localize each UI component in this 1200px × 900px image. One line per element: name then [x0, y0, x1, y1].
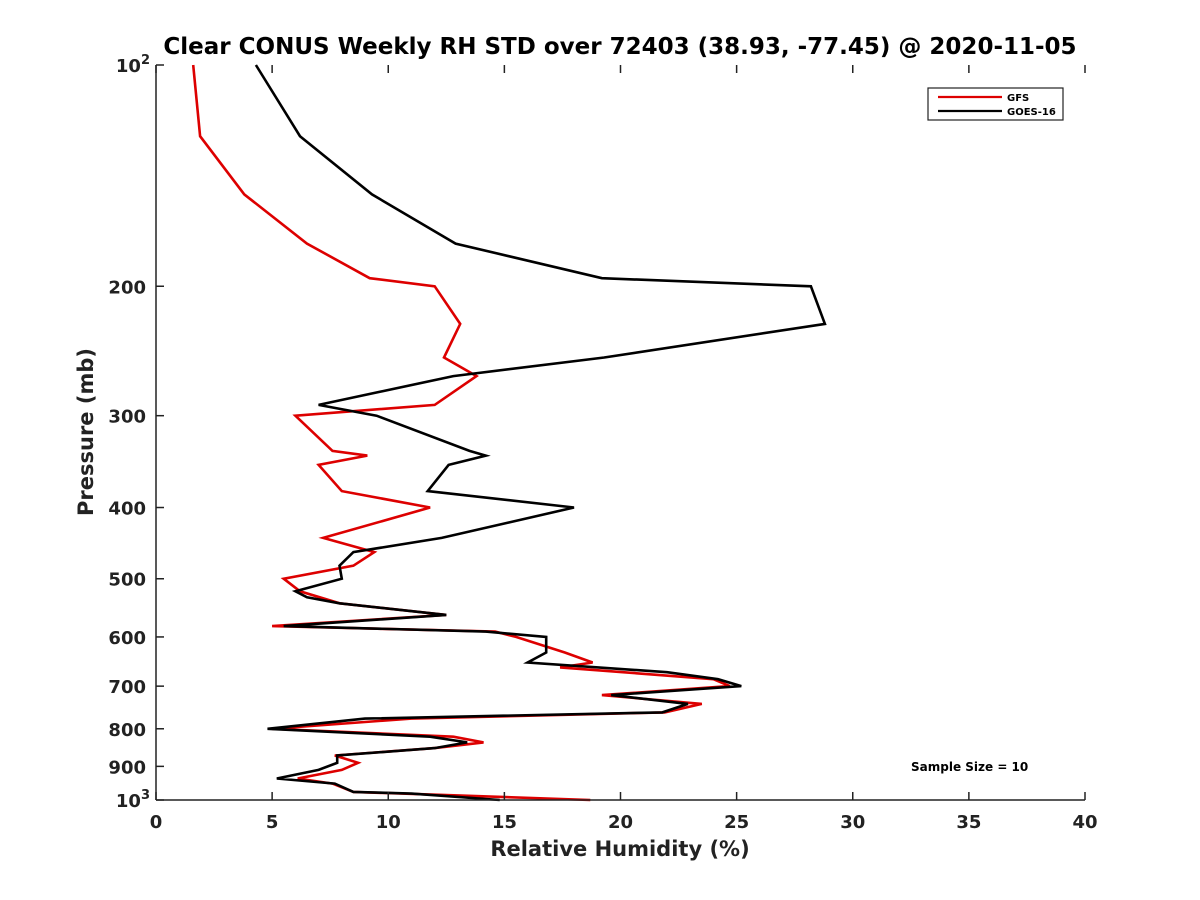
y-tick-label: 900: [108, 757, 146, 778]
x-tick-label: 10: [376, 812, 401, 833]
x-tick-label: 15: [492, 812, 517, 833]
x-axis-label: Relative Humidity (%): [490, 837, 749, 861]
legend-box: [927, 87, 1064, 121]
sample-size-annotation: Sample Size = 10: [911, 760, 1028, 774]
legend-label-goes16: GOES-16: [1007, 107, 1056, 118]
x-tick-label: 0: [150, 812, 163, 833]
y-tick-label: 102: [116, 53, 150, 77]
x-tick-label: 20: [608, 812, 633, 833]
y-axis-label: Pressure (mb): [74, 348, 98, 516]
chart-title: Clear CONUS Weekly RH STD over 72403 (38…: [163, 34, 1076, 60]
y-tick-label: 700: [108, 677, 146, 698]
series-line-goes16: [254, 64, 827, 802]
x-tick-label: 40: [1072, 812, 1097, 833]
y-ticks: 102 200 300 400 500 600 700 800 900 103: [108, 53, 164, 812]
y-tick-label: 800: [108, 720, 146, 741]
y-tick-label: 300: [108, 407, 146, 428]
y-tick-label: 200: [108, 277, 146, 298]
y-tick-label: 400: [108, 499, 146, 520]
y-tick-label: 103: [116, 788, 150, 812]
y-tick-label: 500: [108, 570, 146, 591]
x-tick-label: 25: [724, 812, 749, 833]
x-ticks: 0 5 10 15 20 25 30 35 40: [150, 65, 1098, 833]
legend: GFS GOES-16: [927, 87, 1064, 121]
legend-label-gfs: GFS: [1007, 93, 1029, 104]
x-tick-label: 30: [840, 812, 865, 833]
x-tick-label: 5: [266, 812, 279, 833]
x-tick-label: 35: [956, 812, 981, 833]
y-tick-label: 600: [108, 628, 146, 649]
series-layer: [191, 64, 827, 802]
